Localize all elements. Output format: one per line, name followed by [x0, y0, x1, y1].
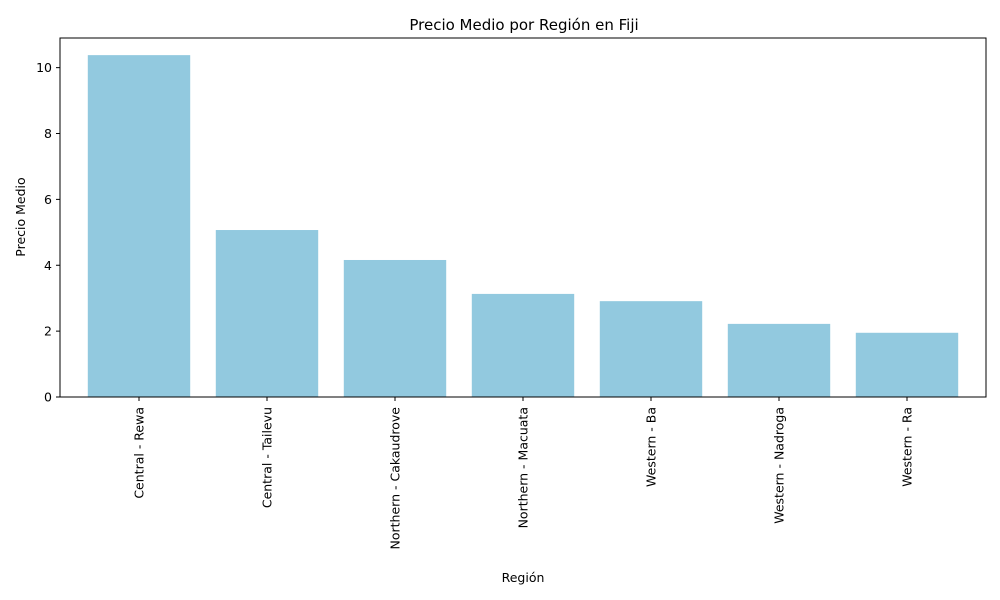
bar-4: [599, 301, 703, 397]
bar-2: [343, 259, 447, 397]
bar-5: [727, 323, 831, 397]
y-axis-label: Precio Medio: [13, 177, 28, 256]
y-tick-label-3: 6: [44, 192, 52, 207]
y-tick-label-5: 10: [36, 60, 52, 75]
x-tick-label-1: Central - Tailevu: [260, 407, 275, 508]
y-axis-ticks: 0 2 4 6 8 10: [36, 60, 60, 405]
y-tick-label-0: 0: [44, 390, 52, 405]
bar-0: [87, 55, 191, 397]
y-tick-label-4: 8: [44, 126, 52, 141]
x-tick-label-4: Western - Ba: [644, 407, 659, 487]
bar-1: [215, 230, 319, 397]
bars-group: [87, 55, 959, 397]
bar-3: [471, 293, 575, 397]
x-axis-label: Región: [502, 570, 545, 585]
bar-6: [855, 332, 959, 397]
x-tick-label-2: Northern - Cakaudrove: [388, 407, 403, 550]
x-tick-label-5: Western - Nadroga: [772, 407, 787, 524]
chart-title: Precio Medio por Región en Fiji: [409, 16, 638, 34]
x-tick-label-0: Central - Rewa: [132, 407, 147, 499]
x-axis-ticks: Central - Rewa Central - Tailevu Northern …: [132, 397, 915, 549]
y-tick-label-1: 2: [44, 324, 52, 339]
x-tick-label-3: Northern - Macuata: [516, 407, 531, 528]
x-tick-label-6: Western - Ra: [900, 407, 915, 487]
y-tick-label-2: 4: [44, 258, 52, 273]
